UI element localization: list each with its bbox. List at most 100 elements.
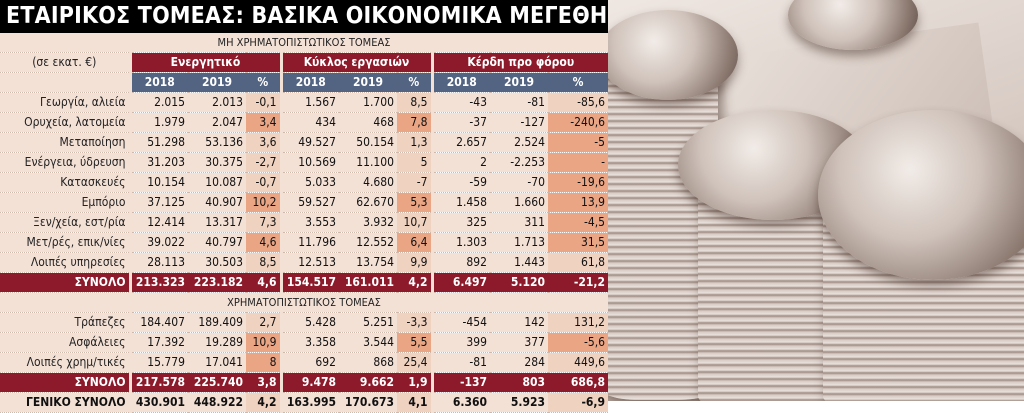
cell-percent: -5,6 (548, 332, 609, 353)
data-table: ΜΗ ΧΡΗΜΑΤΟΠΙΣΤΩΤΙΚΟΣ ΤΟΜΕΑΣ (σε εκατ. €)… (0, 33, 609, 413)
row-label: ΣΥΝΟΛΟ (0, 272, 130, 293)
cell-value: 377 (490, 332, 548, 353)
cell-percent: - (548, 152, 609, 173)
cell-value: -454 (430, 312, 490, 333)
cell-value: 225.740 (188, 372, 246, 393)
year-header: % (246, 72, 281, 93)
cell-percent: 3,6 (246, 132, 281, 153)
cell-value: 2.015 (128, 92, 188, 113)
cell-value: 142 (490, 312, 548, 333)
cell-value: 1.303 (430, 232, 490, 253)
cell-percent: 13,9 (548, 192, 609, 213)
cell-value: 5.033 (279, 172, 339, 193)
cell-percent: -19,6 (548, 172, 609, 193)
cell-value: 4.680 (339, 172, 397, 193)
cell-value: 1.567 (279, 92, 339, 113)
cell-value: 19.289 (188, 332, 246, 353)
cell-percent: 2,7 (246, 312, 281, 333)
cell-value: 40.797 (188, 232, 246, 253)
cell-value: 10.154 (128, 172, 188, 193)
row-label: Λοιπές υπηρεσίες (0, 252, 130, 273)
cell-value: 1.700 (339, 92, 397, 113)
cell-value: 2 (430, 152, 490, 173)
page-title: ΕΤΑΙΡΙΚΟΣ ΤΟΜΕΑΣ: ΒΑΣΙΚΑ ΟΙΚΟΝΟΜΙΚΑ ΜΕΓΕ… (0, 0, 608, 33)
cell-value: 17.392 (128, 332, 188, 353)
cell-percent: 5,5 (397, 332, 432, 353)
row-label: Ασφάλειες (0, 332, 130, 353)
cell-value: 12.552 (339, 232, 397, 253)
cell-percent: 9,9 (397, 252, 432, 273)
cell-value: 430.901 (128, 392, 188, 413)
cell-value: 39.022 (128, 232, 188, 253)
cell-value: -127 (490, 112, 548, 133)
year-header: 2019 (188, 72, 246, 93)
cell-percent: 1,3 (397, 132, 432, 153)
row-label: ΣΥΝΟΛΟ (0, 372, 130, 393)
table-row: Ασφάλειες 17.392 19.289 10,9 3.358 3.544 5,5 39… (0, 332, 609, 353)
cell-value: 30.375 (188, 152, 246, 173)
section-header-financial: ΧΡΗΜΑΤΟΠΙΣΤΩΤΙΚΟΣ ΤΟΜΕΑΣ (0, 292, 609, 313)
cell-value: 3.553 (279, 212, 339, 233)
section-header-nonfinancial: ΜΗ ΧΡΗΜΑΤΟΠΙΣΤΩΤΙΚΟΣ ΤΟΜΕΑΣ (0, 33, 609, 53)
cell-value: 692 (279, 352, 339, 373)
cell-value: -81 (490, 92, 548, 113)
cell-percent: 6,4 (397, 232, 432, 253)
cell-percent: -0,1 (246, 92, 281, 113)
cell-percent: 131,2 (548, 312, 609, 333)
table-row: Γεωργία, αλιεία 2.015 2.013 -0,1 1.567 1.700 8… (0, 92, 609, 113)
cell-percent: 4,1 (397, 392, 432, 413)
cell-percent: 3,4 (246, 112, 281, 133)
cell-value: 1.713 (490, 232, 548, 253)
cell-value: 223.182 (188, 272, 246, 293)
cell-value: 5.120 (490, 272, 548, 293)
cell-value: 12.513 (279, 252, 339, 273)
cell-value: 12.414 (128, 212, 188, 233)
cell-value: 40.907 (188, 192, 246, 213)
cell-value: 2.013 (188, 92, 246, 113)
cell-value: 28.113 (128, 252, 188, 273)
cell-value: 13.754 (339, 252, 397, 273)
cell-percent: 61,8 (548, 252, 609, 273)
table-row: Εμπόριο 37.125 40.907 10,2 59.527 62.670 5,3 1.… (0, 192, 609, 213)
cell-value: 3.544 (339, 332, 397, 353)
cell-value: 37.125 (128, 192, 188, 213)
cell-value: 284 (490, 352, 548, 373)
cell-value: 468 (339, 112, 397, 133)
cell-value: 170.673 (339, 392, 397, 413)
cell-value: 17.041 (188, 352, 246, 373)
cell-value: 213.323 (128, 272, 188, 293)
cell-value: 1.443 (490, 252, 548, 273)
coin-top-left (608, 10, 738, 100)
cell-value: -2.253 (490, 152, 548, 173)
cell-percent: 8,5 (397, 92, 432, 113)
year-header: % (548, 72, 609, 93)
row-label: Τράπεζες (0, 312, 130, 333)
year-header: 2018 (128, 72, 188, 93)
cell-value: 163.995 (279, 392, 339, 413)
row-label: Κατασκευές (0, 172, 130, 193)
cell-value: -43 (430, 92, 490, 113)
cell-value: 6.360 (430, 392, 490, 413)
table-row: Ενέργεια, ύδρευση 31.203 30.375 -2,7 10.569 1… (0, 152, 609, 173)
cell-value: 30.503 (188, 252, 246, 273)
cell-value: 311 (490, 212, 548, 233)
total-row: ΣΥΝΟΛΟ 213.323 223.182 4,6 154.517 161.011 4,2… (0, 272, 609, 293)
cell-percent: -0,7 (246, 172, 281, 193)
coins-photo (608, 0, 1024, 401)
cell-percent: 8,5 (246, 252, 281, 273)
cell-value: -59 (430, 172, 490, 193)
row-label: ΓΕΝΙΚΟ ΣΥΝΟΛΟ (0, 392, 130, 413)
unit-label: (σε εκατ. €) (0, 52, 130, 73)
cell-value: 11.796 (279, 232, 339, 253)
row-label: Λοιπές χρημ/τικές (0, 352, 130, 373)
cell-percent: 3,8 (246, 372, 281, 393)
cell-value: 1.660 (490, 192, 548, 213)
cell-value: 13.317 (188, 212, 246, 233)
table-row: Κατασκευές 10.154 10.087 -0,7 5.033 4.680 -7 -5… (0, 172, 609, 193)
cell-value: 6.497 (430, 272, 490, 293)
cell-percent: 4,6 (246, 272, 281, 293)
row-label: Μετ/ρές, επικ/νίες (0, 232, 130, 253)
cell-value: 892 (430, 252, 490, 273)
cell-percent: 25,4 (397, 352, 432, 373)
cell-percent: -6,9 (548, 392, 609, 413)
